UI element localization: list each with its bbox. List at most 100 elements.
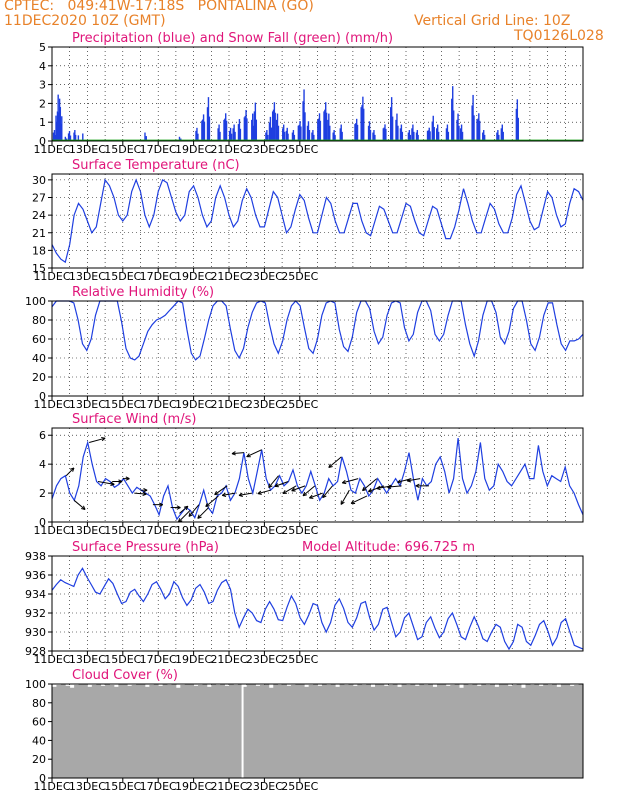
xtick-label: 25DEC [281, 143, 318, 156]
cloud-bar [454, 684, 460, 778]
precip-bar [243, 117, 246, 141]
precip-bar [390, 97, 393, 141]
precip-bar [239, 128, 242, 141]
wind-arrowhead [221, 492, 226, 496]
cloud-bar [401, 684, 407, 778]
precip-bar [498, 134, 500, 141]
wind-arrowhead [407, 480, 412, 483]
wind-arrow [246, 449, 262, 458]
cloud-bar [467, 684, 473, 778]
precip-bar [277, 125, 280, 141]
wind-arrowhead [257, 490, 262, 494]
precip-bar [325, 102, 327, 141]
wind-arrow [197, 507, 209, 519]
precip-bar [252, 125, 255, 141]
cloud-bar [494, 686, 500, 778]
precip-bar [74, 134, 77, 141]
precip-bar [319, 120, 322, 141]
precip-bar [237, 124, 240, 141]
cloud-bar [237, 684, 243, 778]
panel-frame [51, 300, 584, 397]
cloud-bar [352, 685, 358, 778]
wind-arrowhead [158, 502, 164, 506]
precip-bar [363, 108, 365, 141]
ytick-label: 6 [39, 429, 46, 442]
xtick-label: 17DEC [140, 143, 177, 156]
precip-bar [517, 117, 519, 141]
precip-bar [361, 105, 363, 141]
cloud-bar [277, 684, 283, 778]
cloud-bar [118, 684, 124, 778]
cloud-bar [410, 684, 416, 778]
ytick-label: 40 [32, 734, 46, 747]
cloud-bar [392, 684, 398, 778]
precip-bar [478, 120, 481, 141]
wind-arrowhead [143, 487, 148, 491]
ytick-label: 80 [32, 697, 46, 710]
cloud-gap [241, 684, 244, 778]
cloud-bar [463, 684, 469, 778]
precip-bar [266, 130, 268, 141]
precip-bar [477, 118, 479, 141]
xtick-label: 15DEC [104, 780, 141, 793]
xtick-label: 21DEC [210, 653, 247, 666]
wind-arrow [97, 481, 115, 485]
wind-arrowhead [309, 494, 313, 499]
precip-bar [52, 132, 55, 141]
precip-bar [369, 130, 372, 141]
series-line [51, 438, 584, 521]
cloud-bar [184, 684, 190, 778]
precip-bar [411, 128, 413, 141]
wind-arrowhead [302, 491, 306, 496]
precip-bar [273, 102, 276, 141]
precip-bar [312, 130, 314, 141]
cloud-bar [445, 685, 451, 778]
cloud-bar [313, 684, 318, 778]
ytick-label: 4 [39, 60, 46, 73]
precip-bar [427, 130, 430, 141]
cloud-bar [290, 684, 296, 778]
xtick-label: 19DEC [175, 780, 212, 793]
precip-bar [360, 107, 362, 141]
wind-arrow [302, 485, 316, 497]
precip-bar [68, 131, 71, 141]
xtick-label: 21DEC [210, 270, 247, 283]
panel-frame [51, 683, 584, 779]
cloud-bar [383, 685, 389, 778]
xtick-label: 19DEC [175, 653, 212, 666]
wind-arrow [309, 492, 323, 499]
precip-bar [225, 120, 228, 141]
cloud-bar [52, 686, 57, 778]
precip-bar [313, 134, 315, 141]
panel-frame [51, 173, 584, 269]
wind-arrowhead [368, 488, 372, 492]
wind-arrowhead [188, 512, 191, 517]
precip-bar [265, 132, 267, 141]
xtick-label: 23DEC [246, 653, 283, 666]
wind-arrowhead [118, 481, 123, 484]
precip-bar [292, 130, 295, 141]
ytick-label: 2 [39, 97, 46, 110]
wind-arrowhead [110, 481, 115, 485]
cloud-bar [321, 684, 327, 778]
cloud-bar [273, 684, 279, 778]
cloud-bar [538, 685, 544, 778]
cloud-bar [229, 684, 234, 778]
xtick-label: 23DEC [246, 524, 283, 537]
precip-bar [282, 124, 285, 141]
ytick-label: 0 [39, 135, 46, 148]
precip-bar [339, 128, 341, 141]
cloud-bar [144, 686, 150, 778]
precip-bar [324, 109, 326, 141]
ytick-label: 100 [25, 678, 46, 691]
precip-bar [323, 111, 325, 141]
cloud-bar [264, 684, 270, 778]
cloud-bar [481, 684, 487, 778]
cloud-bar [189, 684, 194, 778]
precip-bar [300, 126, 302, 141]
cloud-bar [220, 684, 225, 778]
precip-bar [396, 113, 398, 141]
precip-bar [282, 128, 284, 141]
xtick-label: 25DEC [281, 780, 318, 793]
precip-bar [286, 127, 288, 141]
